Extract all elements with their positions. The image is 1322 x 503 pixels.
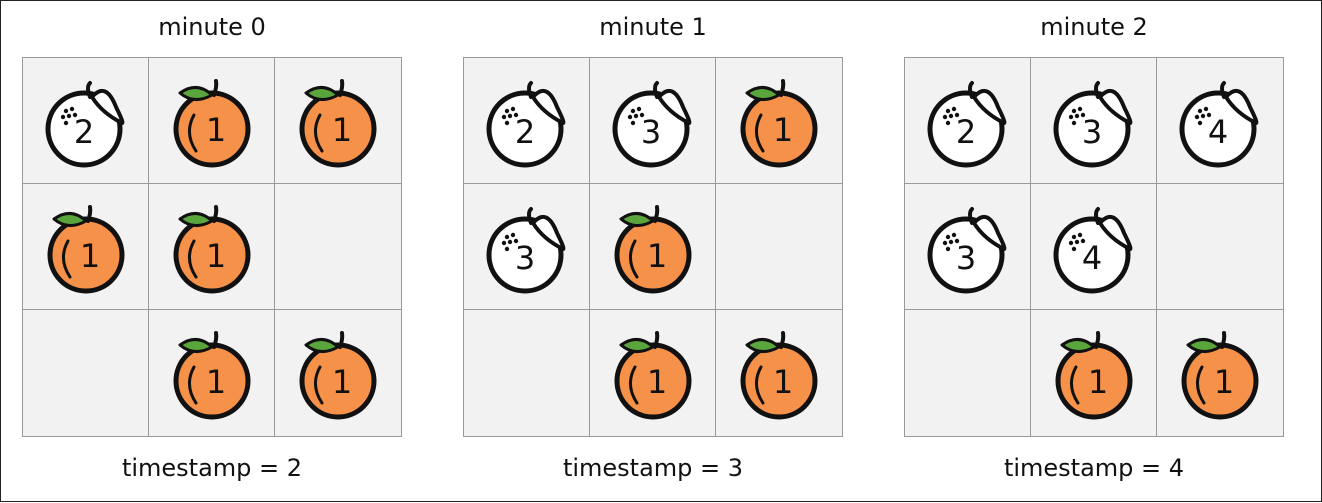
cell-value: 4 bbox=[1081, 239, 1101, 277]
cell-value: 2 bbox=[514, 113, 534, 151]
fresh-orange-icon: 1 bbox=[740, 331, 818, 420]
fresh-orange-icon: 1 bbox=[740, 78, 818, 167]
grid-cell: 1 bbox=[149, 310, 275, 436]
grid-cell bbox=[464, 310, 590, 436]
grid-cell: 3 bbox=[590, 58, 716, 184]
cell-value: 1 bbox=[646, 363, 666, 401]
rotten-orange-icon: 3 bbox=[486, 206, 565, 293]
cell-value: 3 bbox=[955, 239, 975, 277]
grid-cell: 3 bbox=[1031, 58, 1157, 184]
cell-value: 1 bbox=[332, 111, 352, 149]
rotten-orange-icon: 2 bbox=[45, 80, 124, 167]
cell-value: 1 bbox=[79, 237, 99, 275]
grid-cell: 1 bbox=[275, 310, 401, 436]
grid-cell: 1 bbox=[275, 58, 401, 184]
cell-value: 1 bbox=[773, 111, 793, 149]
grid-cell: 2 bbox=[464, 58, 590, 184]
cell-value: 1 bbox=[205, 363, 225, 401]
grid-cell: 2 bbox=[23, 58, 149, 184]
grid-cell: 3 bbox=[464, 184, 590, 310]
grid-cell: 1 bbox=[716, 58, 842, 184]
timestamp-label: timestamp = 3 bbox=[562, 454, 744, 482]
fresh-orange-icon: 1 bbox=[47, 204, 124, 293]
grid-cell bbox=[905, 310, 1031, 436]
fresh-orange-icon: 1 bbox=[1181, 331, 1259, 420]
fresh-orange-icon: 1 bbox=[299, 331, 377, 420]
grid-cell: 4 bbox=[1157, 58, 1283, 184]
grid-cell: 1 bbox=[590, 184, 716, 310]
grid-cell bbox=[275, 184, 401, 310]
grid-cell: 1 bbox=[149, 58, 275, 184]
timestamp-label: timestamp = 2 bbox=[121, 454, 303, 482]
fresh-orange-icon: 1 bbox=[1055, 331, 1132, 420]
grid-cell: 3 bbox=[905, 184, 1031, 310]
cell-value: 1 bbox=[646, 237, 666, 275]
grid-cell: 1 bbox=[149, 184, 275, 310]
grid-cell: 1 bbox=[1157, 310, 1283, 436]
grid-cell: 1 bbox=[23, 184, 149, 310]
fresh-orange-icon: 1 bbox=[173, 331, 250, 420]
panel-minute-2: minute 2 2 3 4 3 4 1 1 timestamp = 4 bbox=[904, 1, 1284, 503]
grid-cell bbox=[716, 184, 842, 310]
panel-minute-0: minute 0 2 1 1 1 1 1 1 timestamp = 2 bbox=[22, 1, 402, 503]
cell-value: 2 bbox=[955, 113, 975, 151]
cell-value: 1 bbox=[205, 237, 225, 275]
orange-grid: 2 1 1 1 1 1 1 bbox=[22, 57, 402, 437]
grid-cell: 2 bbox=[905, 58, 1031, 184]
cell-value: 2 bbox=[73, 113, 93, 151]
cell-value: 1 bbox=[773, 363, 793, 401]
grid-cell bbox=[1157, 184, 1283, 310]
cell-value: 3 bbox=[1081, 113, 1101, 151]
timestamp-label: timestamp = 4 bbox=[1003, 454, 1185, 482]
fresh-orange-icon: 1 bbox=[614, 331, 691, 420]
rotten-orange-icon: 2 bbox=[927, 80, 1006, 167]
rotten-orange-icon: 2 bbox=[486, 80, 565, 167]
grid-cell: 1 bbox=[716, 310, 842, 436]
cell-value: 1 bbox=[332, 363, 352, 401]
cell-value: 1 bbox=[1214, 363, 1234, 401]
fresh-orange-icon: 1 bbox=[173, 78, 250, 167]
cell-value: 4 bbox=[1208, 113, 1228, 151]
panel-title: minute 1 bbox=[599, 13, 707, 41]
grid-cell: 4 bbox=[1031, 184, 1157, 310]
rotten-orange-icon: 3 bbox=[927, 206, 1006, 293]
fresh-orange-icon: 1 bbox=[614, 204, 691, 293]
rotten-orange-icon: 3 bbox=[612, 80, 691, 167]
rotten-orange-icon: 3 bbox=[1053, 80, 1132, 167]
rotten-orange-icon: 4 bbox=[1053, 206, 1132, 293]
fresh-orange-icon: 1 bbox=[173, 204, 250, 293]
rotten-orange-icon: 4 bbox=[1179, 80, 1259, 167]
orange-grid: 2 3 1 3 1 1 1 bbox=[463, 57, 843, 437]
fresh-orange-icon: 1 bbox=[299, 78, 377, 167]
cell-value: 3 bbox=[640, 113, 660, 151]
grid-cell: 1 bbox=[1031, 310, 1157, 436]
panel-title: minute 2 bbox=[1040, 13, 1148, 41]
cell-value: 3 bbox=[514, 239, 534, 277]
orange-grid: 2 3 4 3 4 1 1 bbox=[904, 57, 1284, 437]
cell-value: 1 bbox=[205, 111, 225, 149]
grid-cell: 1 bbox=[590, 310, 716, 436]
grid-cell bbox=[23, 310, 149, 436]
cell-value: 1 bbox=[1087, 363, 1107, 401]
panel-minute-1: minute 1 2 3 1 3 1 1 1 timestamp = 3 bbox=[463, 1, 843, 503]
panel-title: minute 0 bbox=[158, 13, 266, 41]
